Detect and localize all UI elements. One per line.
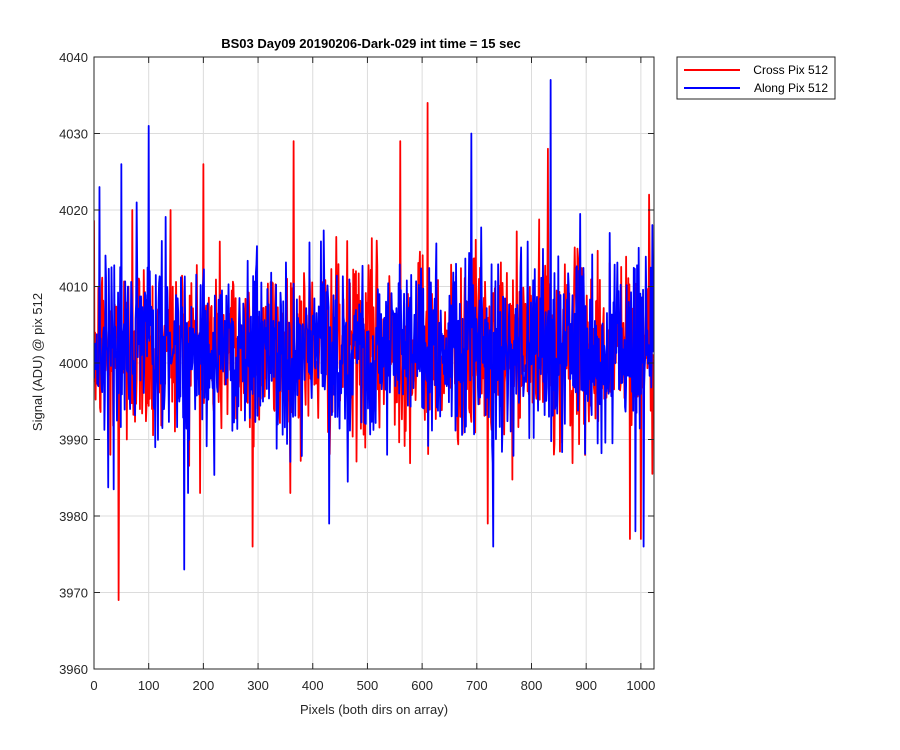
legend: Cross Pix 512 Along Pix 512 (676, 56, 836, 100)
x-tick-label: 600 (411, 678, 433, 693)
x-tick-label: 200 (193, 678, 215, 693)
series-line-along (94, 79, 654, 571)
y-tick-label: 4040 (59, 50, 88, 65)
x-tick-label: 900 (575, 678, 597, 693)
x-tick-label: 700 (466, 678, 488, 693)
y-tick-label: 3960 (59, 662, 88, 677)
legend-label-along: Along Pix 512 (754, 81, 828, 95)
x-tick-label: 1000 (626, 678, 655, 693)
x-tick-label: 500 (357, 678, 379, 693)
legend-label-cross: Cross Pix 512 (753, 63, 828, 77)
x-axis-label: Pixels (both dirs on array) (300, 702, 448, 717)
y-tick-label: 4000 (59, 356, 88, 371)
x-tick-label: 800 (521, 678, 543, 693)
y-tick-label: 4020 (59, 203, 88, 218)
y-tick-label: 3970 (59, 586, 88, 601)
ticks: 0 100 200 300 400 500 600 700 800 900 1000 3960 3970… (59, 50, 655, 693)
y-axis-label: Signal (ADU) @ pix 512 (30, 293, 45, 431)
x-tick-label: 100 (138, 678, 160, 693)
plot-area (94, 79, 654, 602)
x-tick-label: 300 (247, 678, 269, 693)
y-tick-label: 4010 (59, 280, 88, 295)
chart-title: BS03 Day09 20190206-Dark-029 int time = … (221, 36, 521, 51)
y-tick-label: 4030 (59, 127, 88, 142)
legend-box (676, 56, 836, 100)
x-tick-label: 400 (302, 678, 324, 693)
x-tick-label: 0 (90, 678, 97, 693)
y-tick-label: 3990 (59, 433, 88, 448)
y-tick-label: 3980 (59, 509, 88, 524)
